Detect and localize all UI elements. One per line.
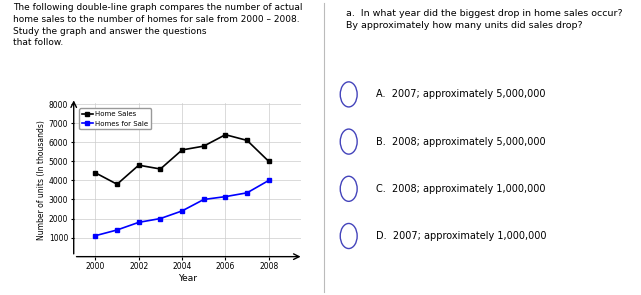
Text: B.  2008; approximately 5,000,000: B. 2008; approximately 5,000,000	[376, 137, 546, 147]
Text: C.  2008; approximately 1,000,000: C. 2008; approximately 1,000,000	[376, 184, 546, 194]
Text: a.  In what year did the biggest drop in home sales occur?
By approximately how : a. In what year did the biggest drop in …	[345, 9, 622, 30]
Text: A.  2007; approximately 5,000,000: A. 2007; approximately 5,000,000	[376, 89, 546, 99]
Text: The following double-line graph compares the number of actual
home sales to the : The following double-line graph compares…	[13, 3, 303, 47]
Legend: Home Sales, Homes for Sale: Home Sales, Homes for Sale	[79, 108, 151, 129]
Y-axis label: Number of units (In thousands): Number of units (In thousands)	[37, 120, 46, 240]
X-axis label: Year: Year	[178, 274, 197, 283]
Text: D.  2007; approximately 1,000,000: D. 2007; approximately 1,000,000	[376, 231, 547, 241]
